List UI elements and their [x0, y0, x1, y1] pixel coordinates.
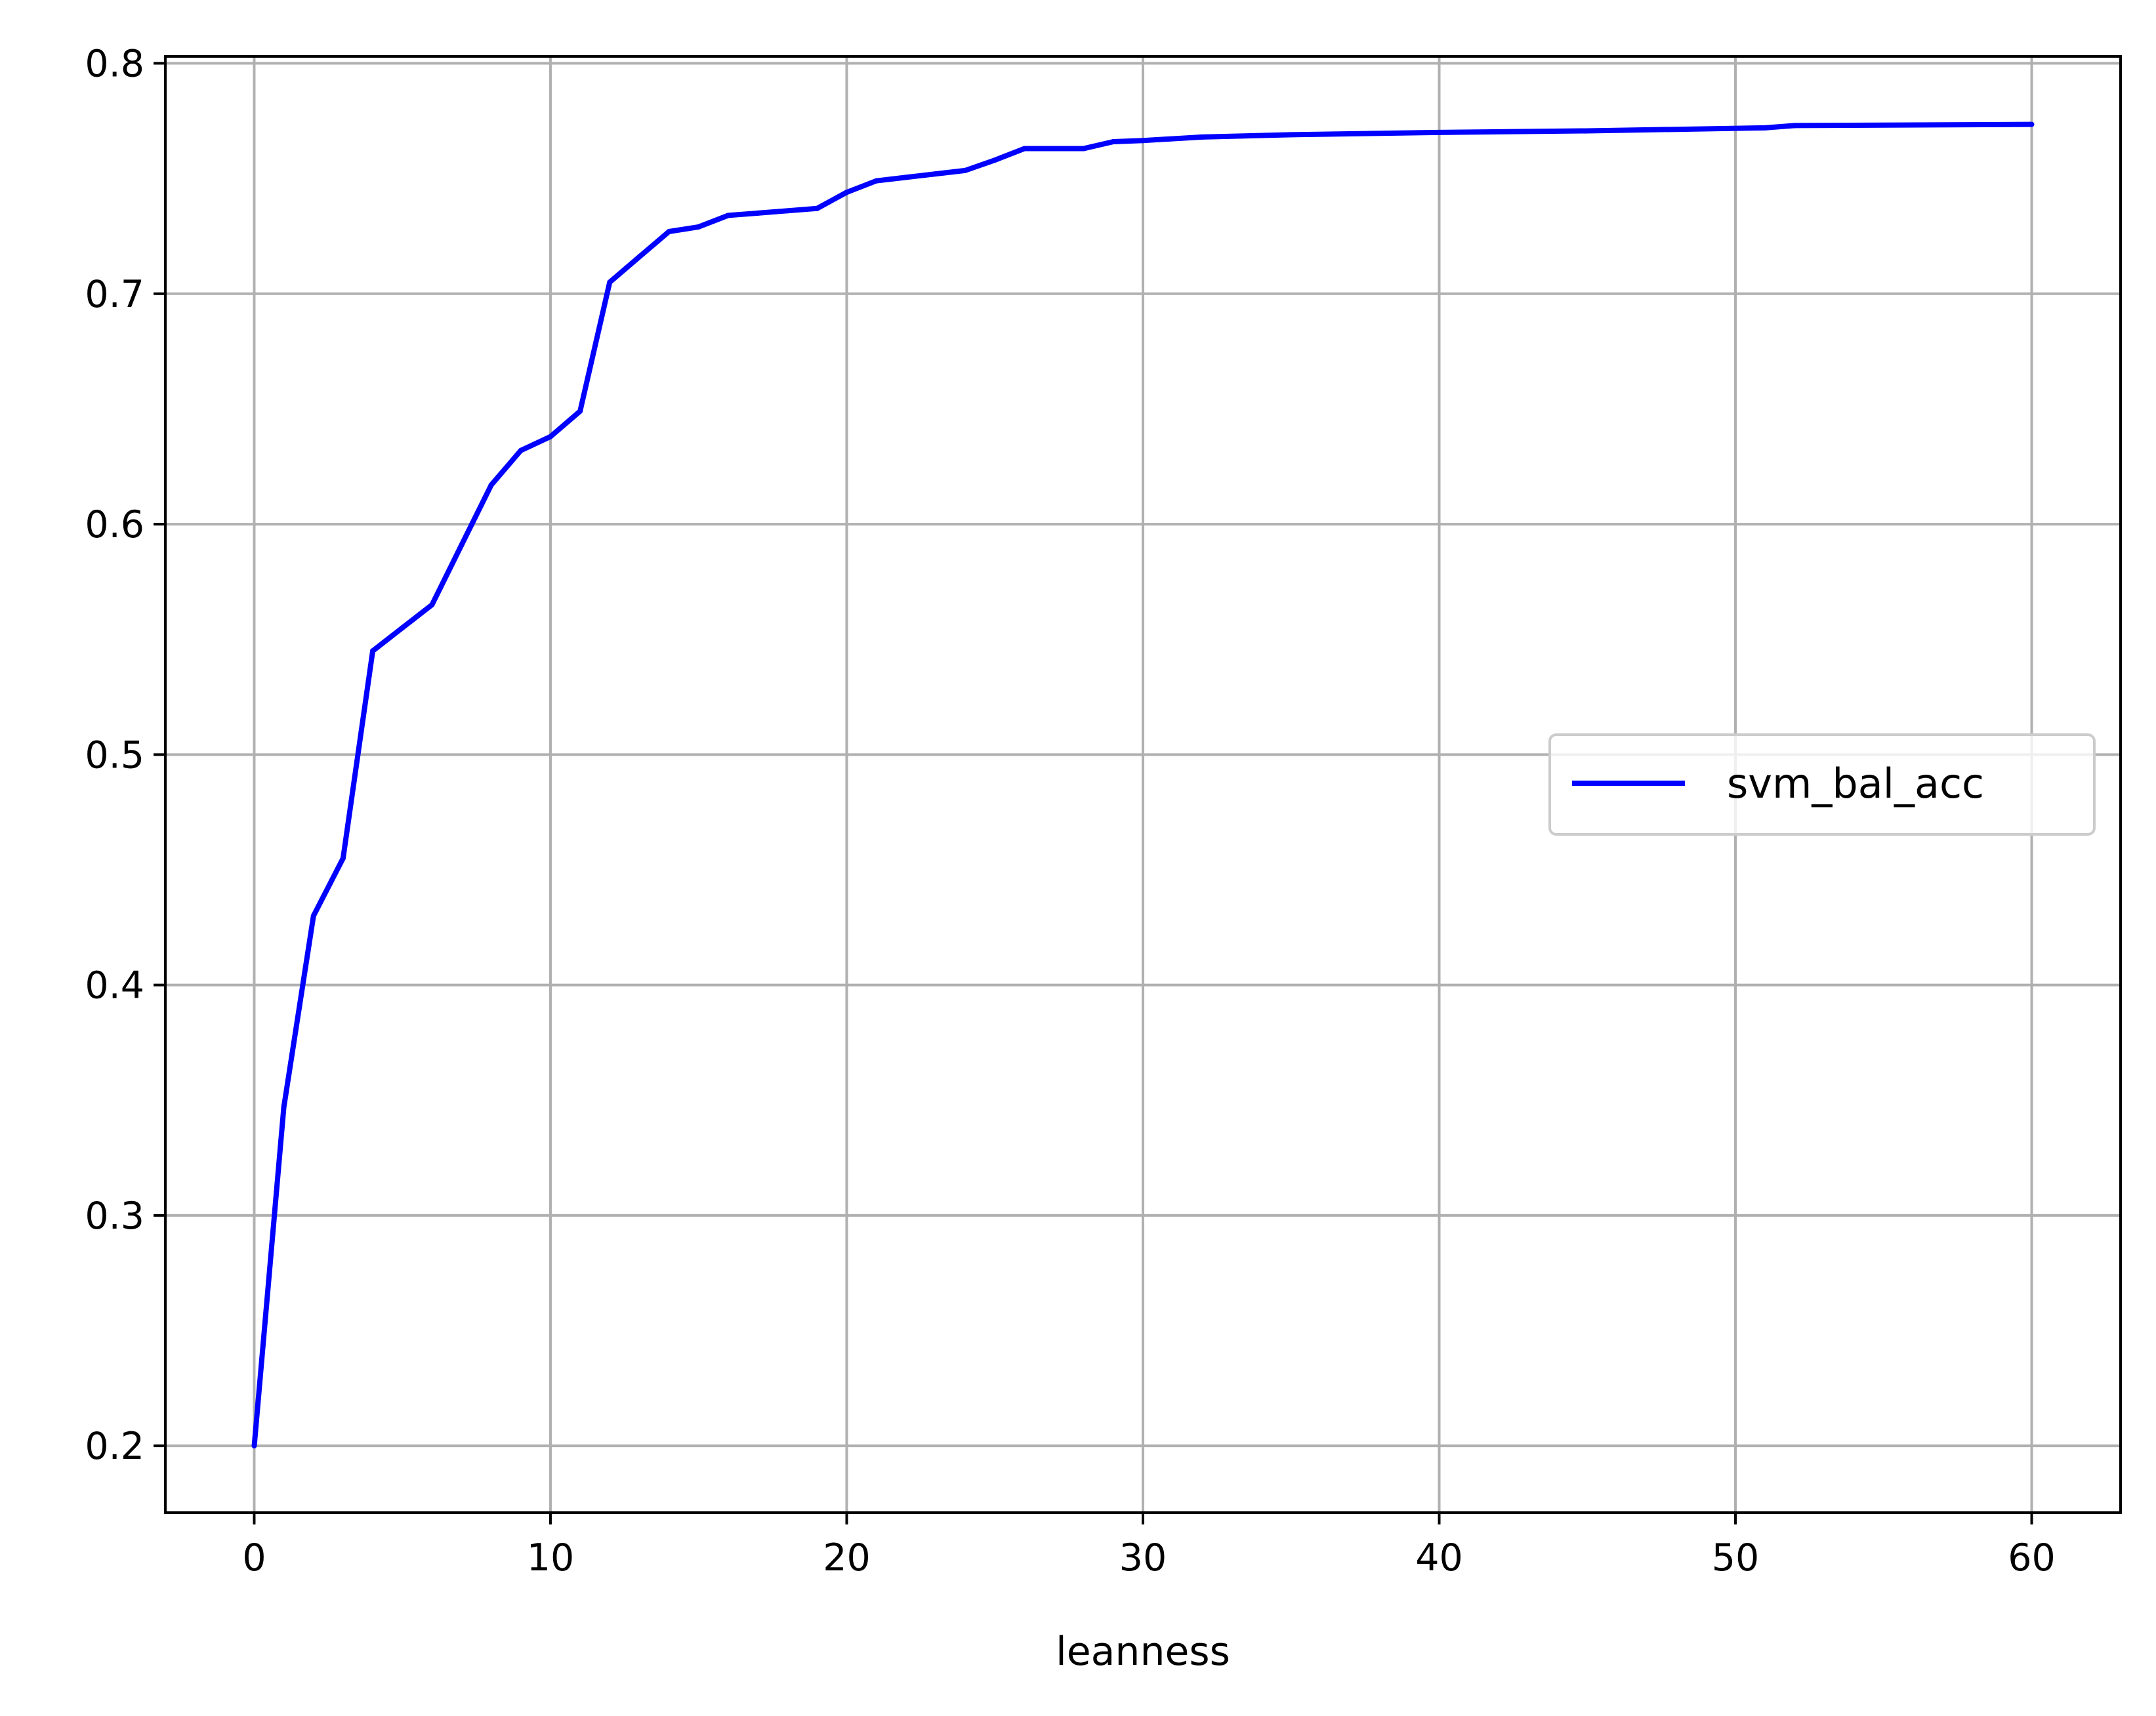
- x-tick-label: 10: [527, 1536, 575, 1580]
- data-point: [488, 482, 494, 488]
- data-point: [1436, 129, 1442, 135]
- data-point: [1022, 146, 1027, 152]
- plot-frame: [164, 55, 2122, 1514]
- x-tick-label: 20: [823, 1536, 871, 1580]
- tick-labels: 0 10 20 30 40 50 60 0.2 0.3 0.4 0.5 0.6 0.7 0.8: [85, 43, 2055, 1580]
- series-line-svm_bal_acc: [251, 121, 2032, 1446]
- data-point: [429, 602, 435, 608]
- x-tick-label: 60: [2008, 1536, 2056, 1580]
- data-point: [607, 279, 613, 285]
- data-point: [873, 178, 879, 184]
- data-point: [251, 1443, 257, 1449]
- data-point: [932, 171, 938, 177]
- y-tick-label: 0.2: [85, 1425, 144, 1468]
- data-point: [1081, 146, 1087, 152]
- data-point: [1792, 123, 1798, 129]
- data-point: [755, 210, 761, 216]
- data-point: [903, 174, 909, 180]
- data-point: [814, 205, 820, 211]
- y-tick-label: 0.7: [85, 273, 144, 316]
- y-tick-label: 0.4: [85, 964, 144, 1008]
- data-point: [2029, 121, 2035, 127]
- data-point: [340, 855, 346, 861]
- data-point: [577, 408, 583, 414]
- data-point: [725, 213, 731, 218]
- series-layer: [251, 121, 2035, 1449]
- y-tick-label: 0.5: [85, 733, 144, 777]
- x-tick-label: 0: [242, 1536, 266, 1580]
- data-point: [844, 190, 850, 195]
- data-point: [1762, 125, 1768, 131]
- x-tick-label: 40: [1415, 1536, 1463, 1580]
- legend-label: svm_bal_acc: [1727, 760, 1984, 807]
- y-tick-label: 0.3: [85, 1195, 144, 1238]
- x-tick-label: 50: [1712, 1536, 1760, 1580]
- data-point: [1051, 146, 1057, 152]
- axis-ticks: [154, 62, 2033, 1524]
- data-point: [547, 434, 553, 439]
- data-point: [992, 157, 998, 163]
- data-point: [1110, 138, 1116, 144]
- data-point: [785, 208, 791, 214]
- data-point: [370, 648, 376, 654]
- data-point: [636, 254, 642, 260]
- legend: svm_bal_acc: [1548, 733, 2096, 836]
- data-point: [1199, 134, 1205, 140]
- x-axis-label: leanness: [1056, 1629, 1230, 1675]
- x-tick-label: 30: [1119, 1536, 1167, 1580]
- data-point: [1288, 132, 1294, 138]
- data-point: [310, 913, 316, 919]
- data-point: [963, 167, 968, 173]
- data-point: [400, 625, 405, 631]
- y-tick-label: 0.8: [85, 43, 144, 86]
- data-point: [459, 542, 465, 548]
- data-point: [666, 228, 672, 234]
- y-tick-label: 0.6: [85, 503, 144, 546]
- data-point: [518, 447, 524, 453]
- legend-box: [1548, 733, 2096, 836]
- data-point: [1140, 138, 1146, 144]
- data-point: [1585, 128, 1590, 134]
- data-point: [281, 1104, 287, 1110]
- data-point: [695, 224, 701, 230]
